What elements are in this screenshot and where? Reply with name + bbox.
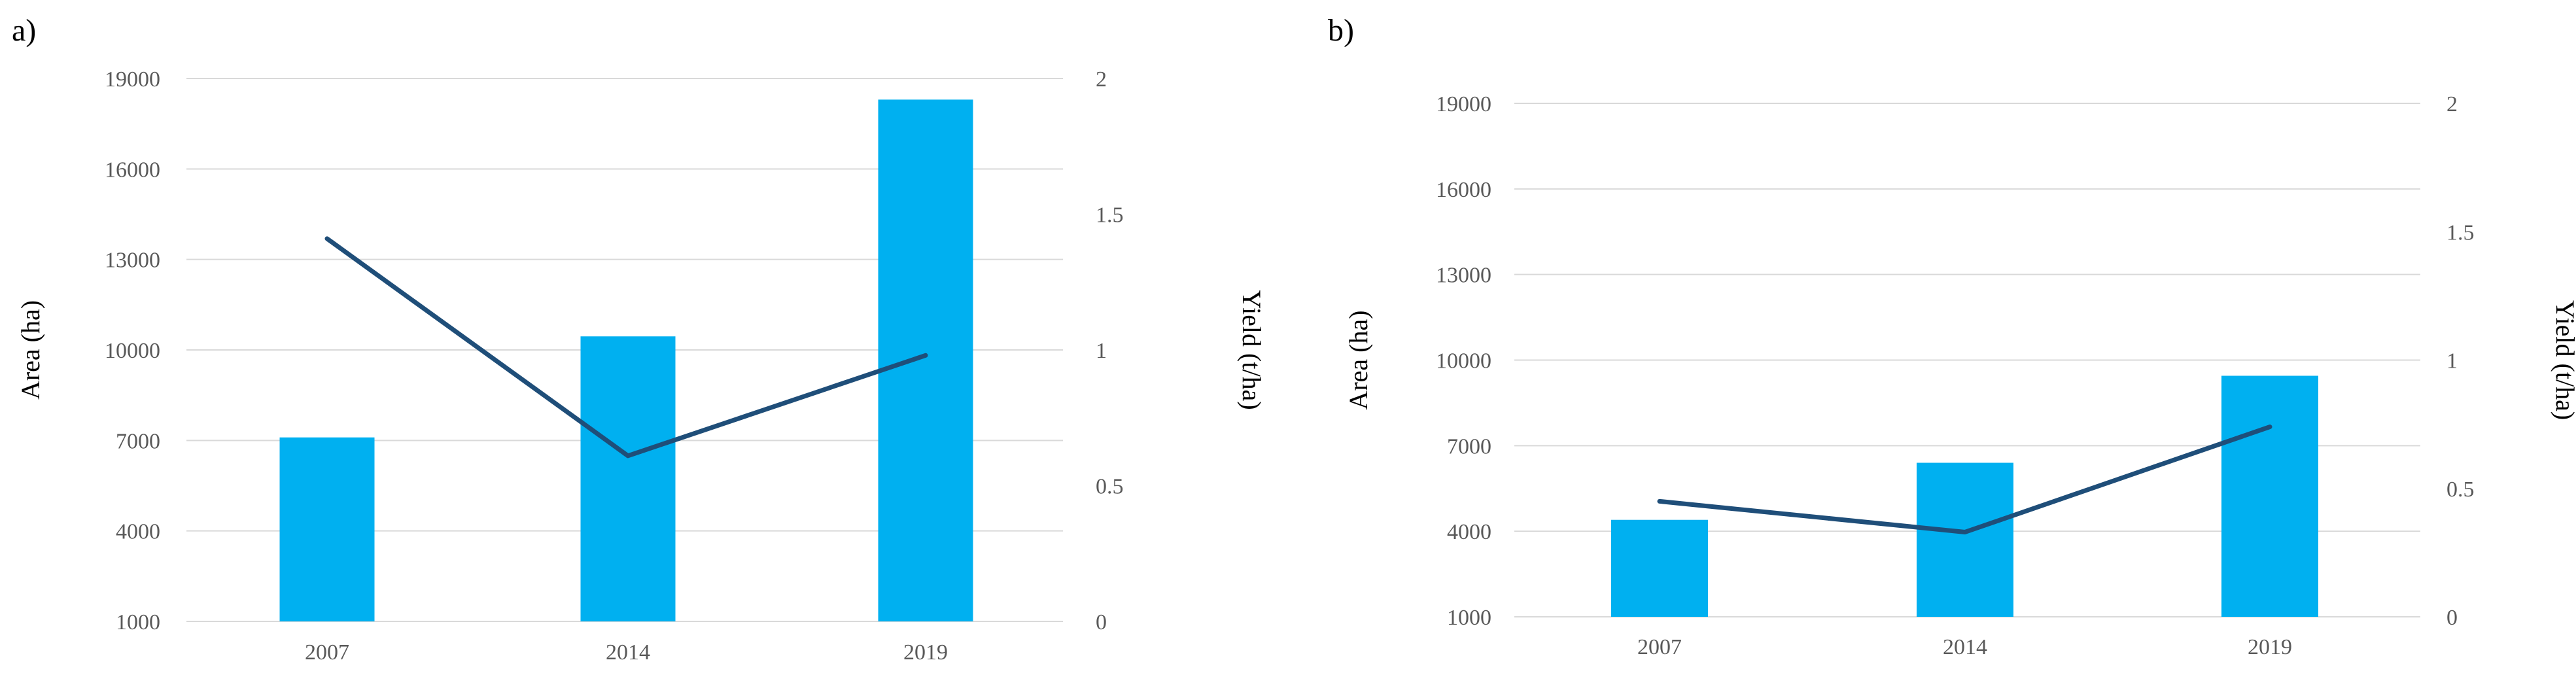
y-tick-label: 4000 [1447, 520, 1491, 544]
y2-axis-title: Yield (t/ha) [2550, 300, 2576, 420]
y2-tick-label: 1 [2446, 349, 2458, 373]
y2-tick-label: 0 [1096, 610, 1107, 634]
y-tick-label: 13000 [1436, 264, 1491, 288]
panel-label: b) [1328, 13, 1354, 48]
y2-tick-label: 2 [2446, 92, 2458, 116]
y2-tick-label: 0 [2446, 606, 2458, 630]
y2-tick-label: 1.5 [1096, 203, 1124, 228]
y-tick-label: 16000 [105, 158, 160, 182]
chart-panel-a: a) 1000 4000 7000 10000 13000 16000 19000 0 0.5 1 1… [12, 13, 1266, 665]
y2-axis-title: Yield (t/ha) [1237, 290, 1266, 409]
y-tick-label: 1000 [116, 610, 160, 634]
bar-2019 [2221, 375, 2318, 617]
y-tick-label: 19000 [1436, 92, 1491, 116]
y2-tick-label: 0.5 [2446, 477, 2475, 502]
y-axis-title: Area (ha) [1344, 310, 1373, 409]
y2-tick-label: 0.5 [1096, 475, 1124, 499]
y-tick-label: 19000 [105, 67, 160, 92]
y-axis-title: Area (ha) [16, 300, 45, 400]
x-tick-label: 2019 [903, 640, 948, 665]
y2-tick-label: 1.5 [2446, 220, 2475, 245]
panel-label: a) [12, 13, 36, 48]
x-tick-label: 2014 [1943, 635, 1987, 659]
y-tick-label: 4000 [116, 520, 160, 544]
bar-2007 [279, 437, 375, 621]
y-tick-label: 7000 [1447, 434, 1491, 459]
y-tick-label: 1000 [1447, 606, 1491, 630]
y-tick-label: 7000 [116, 429, 160, 453]
x-tick-label: 2019 [2248, 635, 2292, 659]
bar-2019 [878, 99, 973, 621]
y-tick-label: 13000 [105, 249, 160, 273]
chart-panel-b: b) 1000 4000 7000 10000 13000 16000 19000 0 0.5 1 1… [1328, 13, 2576, 659]
yield-line [324, 236, 928, 459]
y2-tick-label: 1 [1096, 339, 1107, 363]
y-tick-label: 16000 [1436, 178, 1491, 202]
y-tick-label: 10000 [1436, 349, 1491, 373]
bar-2007 [1611, 519, 1708, 617]
bar-2014 [580, 336, 676, 621]
y-tick-label: 10000 [105, 339, 160, 363]
x-tick-label: 2007 [305, 640, 349, 665]
x-tick-label: 2014 [606, 640, 650, 665]
yield-line [1657, 425, 2272, 534]
bar-2014 [1917, 462, 2013, 617]
x-tick-label: 2007 [1637, 635, 1682, 659]
y2-tick-label: 2 [1096, 67, 1107, 92]
